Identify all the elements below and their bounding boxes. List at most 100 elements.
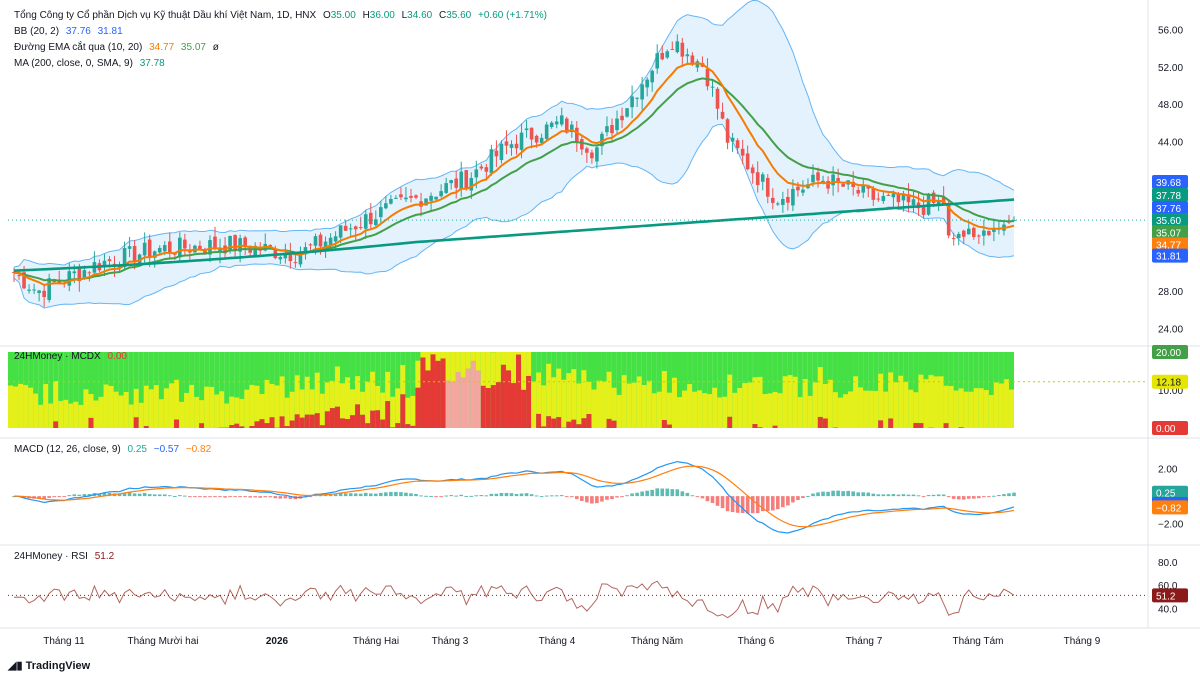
price-candle (404, 197, 408, 200)
macd-histogram-bar (464, 495, 469, 497)
macd-histogram-bar (419, 495, 423, 497)
macd-histogram-bar (992, 495, 996, 497)
mcdx-red-bar (505, 370, 511, 428)
mcdx-red-bar (229, 425, 235, 428)
mcdx-yellow-bar (802, 378, 808, 428)
macd-histogram-bar (162, 494, 167, 497)
mcdx-legend[interactable]: 24HMoney · MCDX 0.00 (14, 351, 131, 362)
mcdx-yellow-bar (762, 394, 768, 428)
mcdx-red-bar (888, 418, 894, 428)
price-candle (288, 252, 293, 262)
mcdx-yellow-bar (314, 372, 320, 414)
price-scale-badge: 37.78 (1156, 191, 1181, 202)
mcdx-red-bar (480, 385, 486, 428)
mcdx-yellow-bar (380, 392, 386, 420)
bb-legend[interactable]: BB (20, 2) 37.76 31.81 (14, 26, 127, 37)
price-tick-label: 52.00 (1158, 63, 1183, 74)
mcdx-yellow-bar (923, 379, 929, 428)
rsi-legend[interactable]: 24HMoney · RSI 51.2 (14, 551, 118, 562)
mcdx-yellow-bar (576, 383, 582, 425)
mcdx-green-bar (762, 352, 768, 428)
mcdx-yellow-bar (702, 393, 708, 428)
price-scale-badge-bg (1152, 248, 1188, 263)
symbol-title: Tổng Công ty Cổ phần Dịch vụ Kỹ thuật Dầ… (14, 10, 317, 21)
mcdx-yellow-bar (541, 385, 547, 427)
macd-histogram-bar (52, 496, 57, 498)
rsi-scale-badge-bg (1152, 588, 1188, 603)
price-tick-label: 48.00 (1158, 100, 1183, 111)
ma-legend[interactable]: MA (200, close, 0, SMA, 9) 37.78 (14, 58, 169, 69)
mcdx-yellow-bar (480, 352, 486, 386)
macd-histogram-bar (836, 490, 840, 497)
macd-histogram-bar (439, 496, 443, 498)
time-axis-label: 2026 (266, 636, 289, 647)
macd-histogram-bar (971, 496, 976, 499)
mcdx-yellow-bar (158, 399, 164, 428)
price-candle (876, 198, 881, 200)
high-label: H (362, 10, 370, 21)
mcdx-yellow-bar (526, 352, 532, 376)
mcdx-yellow-bar (616, 394, 622, 428)
mcdx-yellow-bar (450, 352, 456, 382)
macd-histogram-bar (881, 494, 886, 497)
price-candle (881, 195, 886, 202)
price-candle (680, 42, 685, 57)
mcdx-yellow-bar (918, 374, 924, 424)
price-scale-badge: 37.76 (1156, 204, 1181, 215)
mcdx-green-bar (968, 352, 974, 428)
price-candle (469, 178, 474, 191)
macd-histogram-bar (529, 494, 534, 497)
price-candle (374, 219, 378, 226)
price-candle (57, 280, 62, 284)
price-candle (705, 68, 710, 87)
macd-histogram-bar (67, 495, 72, 497)
mcdx-red-bar (611, 420, 617, 428)
mcdx-yellow-bar (53, 381, 59, 422)
mcdx-red-bar (500, 364, 506, 428)
price-candle (544, 124, 549, 139)
macd-legend[interactable]: MACD (12, 26, close, 9) 0.25 −0.57 −0.82 (14, 444, 215, 455)
macd-histogram-bar (916, 495, 921, 497)
mcdx-yellow-bar (475, 352, 481, 371)
macd-histogram-bar (57, 496, 62, 498)
mcdx-yellow-bar (445, 352, 451, 381)
price-candle (971, 227, 976, 237)
time-axis-label: Tháng Hai (353, 636, 399, 647)
mcdx-red-bar (455, 372, 461, 428)
ema-legend[interactable]: Đường EMA cắt qua (10, 20) 34.77 35.07 ø (14, 42, 223, 53)
mcdx-yellow-bar (239, 398, 245, 427)
macd-histogram-bar (183, 495, 187, 497)
price-scale-badge: 34.77 (1156, 240, 1181, 251)
macd-histogram-bar (399, 492, 403, 497)
tradingview-logo[interactable]: ◢▮ TradingView (8, 659, 90, 672)
price-candle (122, 248, 127, 268)
macd-histogram-bar (82, 494, 87, 497)
mcdx-scale-badge: 12.18 (1156, 378, 1181, 389)
mcdx-yellow-bar (214, 394, 220, 428)
macd-histogram-bar (479, 495, 484, 497)
mcdx-yellow-bar (179, 401, 185, 428)
price-candle (615, 118, 619, 131)
mcdx-green-bar (656, 352, 662, 428)
mcdx-green-bar (98, 352, 104, 428)
mcdx-yellow-bar (848, 391, 854, 428)
price-candle (218, 248, 222, 253)
price-scale-badge: 39.68 (1156, 178, 1181, 189)
rsi-line (13, 580, 1015, 619)
price-candle (987, 231, 991, 236)
price-candle (409, 195, 413, 198)
macd-histogram-bar (650, 489, 654, 497)
macd-histogram-bar (871, 493, 876, 497)
price-candle (715, 88, 720, 109)
mcdx-yellow-bar (108, 385, 114, 428)
macd-histogram-bar (569, 496, 574, 498)
mcdx-red-bar (425, 370, 431, 428)
mcdx-green-bar (390, 352, 396, 428)
mcdx-green-bar (863, 352, 869, 428)
mcdx-green-bar (682, 352, 688, 428)
mcdx-yellow-bar (173, 379, 180, 420)
mcdx-yellow-bar (893, 382, 899, 428)
macd-histogram-bar (846, 490, 850, 497)
mcdx-yellow-bar (410, 395, 416, 426)
